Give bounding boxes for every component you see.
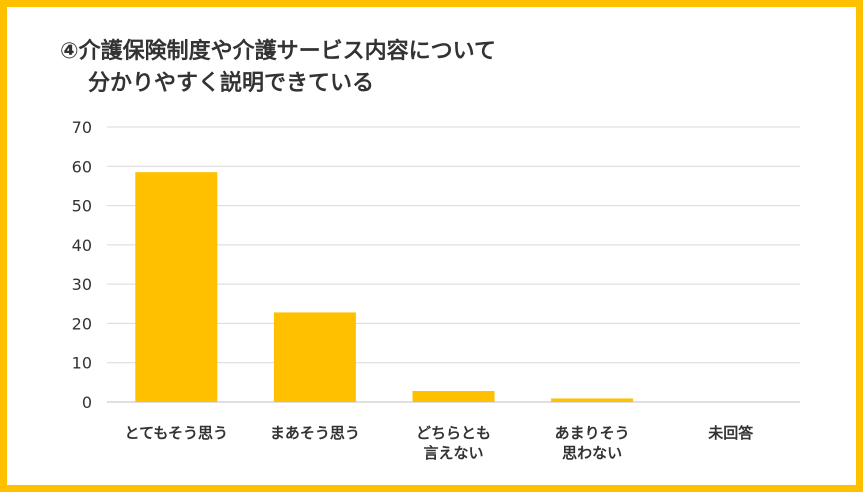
- x-axis-categories: とてもそう思う まあそう思う どちらとも言えない あまりそう思わない 未回答: [125, 424, 755, 462]
- x-category-label: どちらとも言えない: [416, 424, 491, 462]
- y-tick-label: 10: [72, 354, 92, 373]
- x-category-label-line: 未回答: [707, 424, 754, 442]
- x-category-label: まあそう思う: [270, 424, 360, 442]
- x-category-label-line: 思わない: [562, 444, 622, 462]
- y-tick-label: 40: [72, 236, 92, 255]
- x-category-label: 未回答: [707, 424, 754, 442]
- y-axis-ticks: 0 10 20 30 40 50 60 70: [72, 118, 92, 412]
- chart-title-line-1: ④介護保険制度や介護サービス内容について: [60, 39, 496, 64]
- bars: [135, 172, 634, 402]
- chart-title-line-2: 分かりやすく説明できている: [88, 71, 375, 96]
- x-category-label-line: まあそう思う: [270, 424, 360, 442]
- y-tick-label: 50: [72, 197, 92, 216]
- chart-title: ④介護保険制度や介護サービス内容について 分かりやすく説明できている: [60, 36, 496, 100]
- y-tick-label: 60: [72, 157, 92, 176]
- x-category-label: あまりそう思わない: [555, 424, 630, 462]
- y-tick-label: 20: [72, 314, 92, 333]
- y-tick-label: 30: [72, 275, 92, 294]
- x-category-label-line: とてもそう思う: [125, 424, 229, 442]
- y-tick-label: 70: [72, 118, 92, 137]
- x-category-label-line: あまりそう: [555, 424, 630, 442]
- gridlines: [107, 126, 800, 403]
- bar-2: [412, 391, 495, 402]
- x-category-label-line: どちらとも: [416, 424, 491, 442]
- y-tick-label: 0: [82, 393, 92, 412]
- bar-0: [135, 172, 218, 402]
- bar-1: [273, 312, 356, 402]
- x-category-label-line: 言えない: [423, 444, 483, 462]
- x-category-label: とてもそう思う: [125, 424, 229, 442]
- bar-3: [551, 398, 634, 402]
